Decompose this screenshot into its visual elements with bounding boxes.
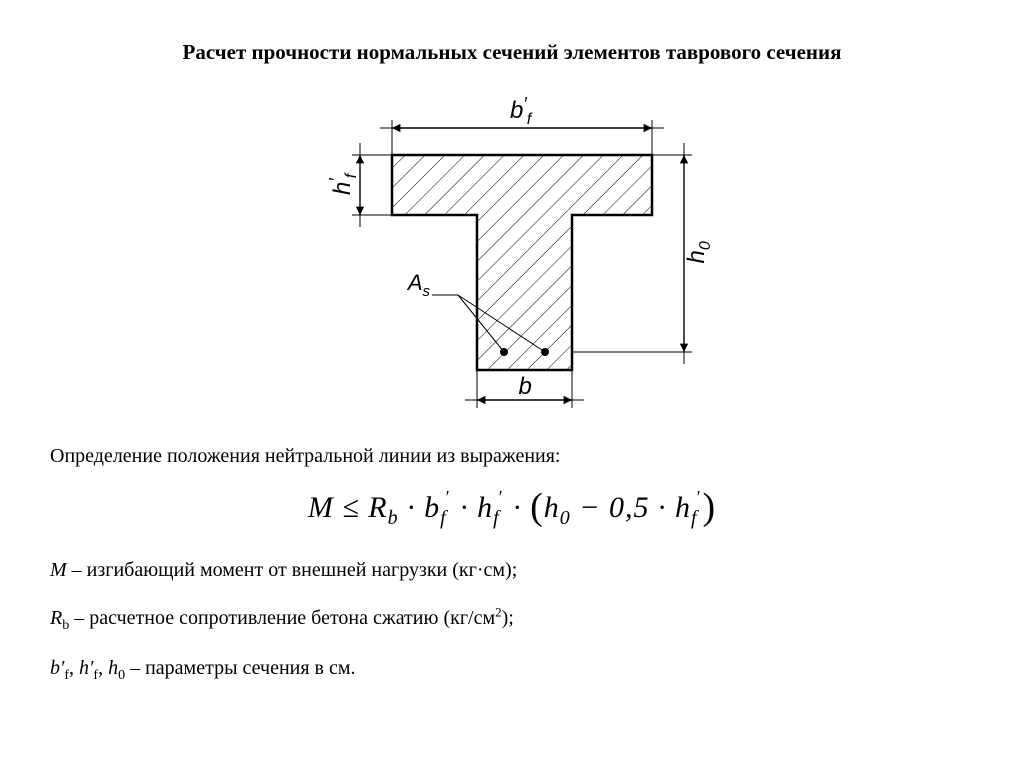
def-text: – параметры сечения в см. [125,657,355,679]
t-section-diagram: b′f h′f h0 b As [282,80,742,420]
definition-row: b′f, h′f, h0 – параметры сечения в см. [50,648,974,690]
symbol-Rb: Rb [50,607,69,629]
def-text: – изгибающий момент от внешней нагрузки … [67,559,518,581]
definitions-list: M – изгибающий момент от внешней нагрузк… [50,550,974,690]
definition-row: Rb – расчетное сопротивление бетона сжат… [50,598,974,640]
page-title: Расчет прочности нормальных сечений элем… [50,40,974,65]
svg-text:h′f: h′f [326,172,360,195]
svg-text:b′f: b′f [510,94,533,128]
svg-text:As: As [406,270,431,300]
def-text: – расчетное сопротивление бетона сжатию … [69,607,495,629]
svg-text:b: b [519,373,532,400]
symbol-params: b′f [50,657,69,679]
symbol-M: M [50,559,67,581]
definition-row: M – изгибающий момент от внешней нагрузк… [50,550,974,590]
subtitle: Определение положения нейтральной линии … [50,445,974,468]
svg-text:h0: h0 [683,241,714,263]
formula: M ≤ Rb · bf′ · hf′ · (h0 − 0,5 · hf′) [50,483,974,530]
diagram-container: b′f h′f h0 b As [50,80,974,420]
